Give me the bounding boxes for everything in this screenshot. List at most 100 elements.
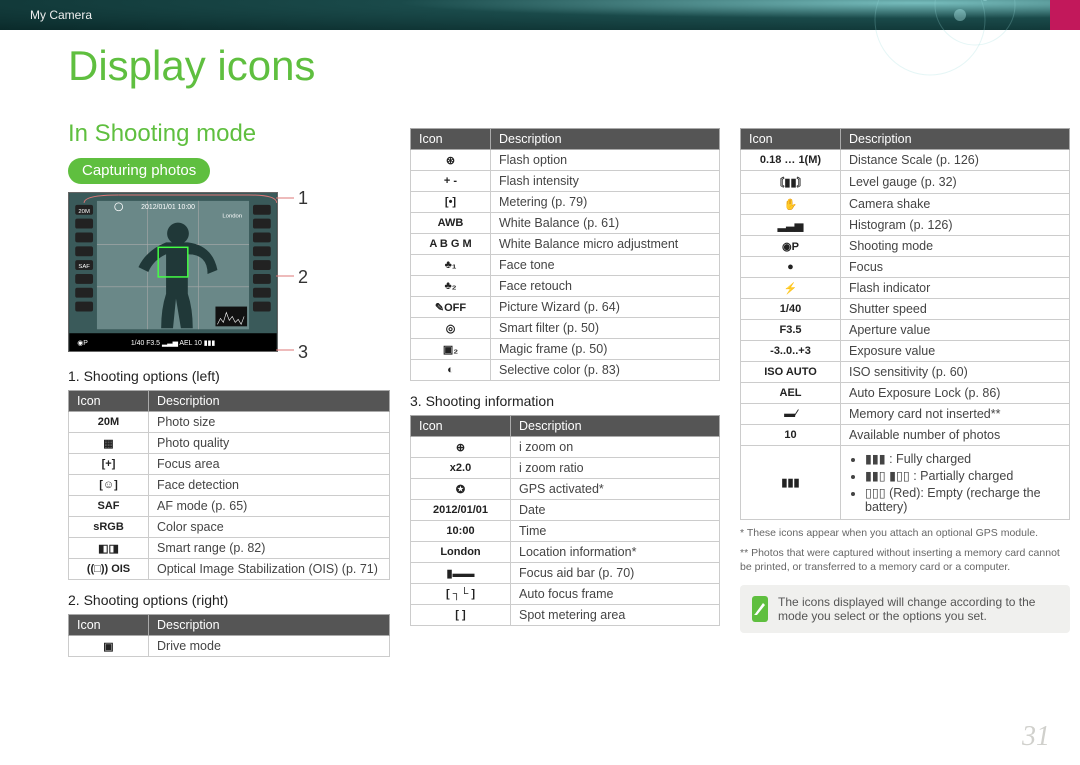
header-bar: My Camera	[0, 0, 1080, 30]
desc-cell: Face retouch	[491, 276, 720, 297]
table-shooting-options-left: Icon Description 20MPhoto size▦Photo qua…	[68, 390, 390, 580]
icon-cell: ISO AUTO	[741, 362, 841, 383]
table-row: [ ]Spot metering area	[411, 605, 720, 626]
table-row: 2012/01/01Date	[411, 500, 720, 521]
battery-desc-cell: ▮▮▮ : Fully charged▮▮▯ ▮▯▯ : Partially c…	[841, 446, 1070, 520]
table-row: ⚡Flash indicator	[741, 278, 1070, 299]
icon-cell: 10:00	[411, 521, 511, 542]
icon-cell: [•]	[411, 192, 491, 213]
table-row: [☺]Face detection	[69, 475, 390, 496]
th-icon: Icon	[69, 615, 149, 636]
table-row: ⊕i zoom on	[411, 437, 720, 458]
note-text: The icons displayed will change accordin…	[778, 595, 1058, 623]
sub-heading-2: 2. Shooting options (right)	[68, 592, 390, 608]
table-row: ▣Drive mode	[69, 636, 390, 657]
svg-text:1/40 F3.5 ▂▃▅ AEL 10 ▮▮▮: 1/40 F3.5 ▂▃▅ AEL 10 ▮▮▮	[131, 340, 215, 347]
table-row: 〘▮▮〙Level gauge (p. 32)	[741, 171, 1070, 194]
desc-cell: ISO sensitivity (p. 60)	[841, 362, 1070, 383]
table-row: AELAuto Exposure Lock (p. 86)	[741, 383, 1070, 404]
table-row: [•]Metering (p. 79)	[411, 192, 720, 213]
desc-cell: Flash indicator	[841, 278, 1070, 299]
desc-cell: Drive mode	[149, 636, 390, 657]
th-desc: Description	[511, 416, 720, 437]
desc-cell: Selective color (p. 83)	[491, 360, 720, 381]
icon-cell: ◐	[411, 360, 491, 381]
desc-cell: Available number of photos	[841, 425, 1070, 446]
svg-text:20M: 20M	[78, 209, 90, 215]
icon-cell: 0.18 … 1(M)	[741, 150, 841, 171]
page-number: 31	[1022, 721, 1050, 753]
icon-cell: ⊕	[411, 437, 511, 458]
table-row: F3.5Aperture value	[741, 320, 1070, 341]
desc-cell: Focus	[841, 257, 1070, 278]
note-icon	[752, 596, 768, 622]
table-row: 10:00Time	[411, 521, 720, 542]
icon-cell: SAF	[69, 496, 149, 517]
table-row: LondonLocation information*	[411, 542, 720, 563]
footnote-memory: ** Photos that were captured without ins…	[740, 546, 1070, 574]
icon-cell: x2.0	[411, 458, 511, 479]
th-desc: Description	[491, 129, 720, 150]
battery-icon-cell: ▮▮▮	[741, 446, 841, 520]
table-row: ((□)) OISOptical Image Stabilization (OI…	[69, 559, 390, 580]
th-desc: Description	[149, 615, 390, 636]
icon-cell: [☺]	[69, 475, 149, 496]
desc-cell: Face tone	[491, 255, 720, 276]
svg-text:2012/01/01 10:00: 2012/01/01 10:00	[141, 204, 195, 211]
battery-list-item: ▯▯▯ (Red): Empty (recharge the battery)	[865, 485, 1061, 514]
icon-cell: ⊛	[411, 150, 491, 171]
table-row: ⊛Flash option	[411, 150, 720, 171]
table-row: ▮▬▬Focus aid bar (p. 70)	[411, 563, 720, 584]
th-icon: Icon	[411, 416, 511, 437]
th-desc: Description	[841, 129, 1070, 150]
sub-heading-3: 3. Shooting information	[410, 393, 720, 409]
icon-cell: -3..0..+3	[741, 341, 841, 362]
table-row: ●Focus	[741, 257, 1070, 278]
battery-list-item: ▮▮▮ : Fully charged	[865, 451, 1061, 466]
desc-cell: Location information*	[511, 542, 720, 563]
icon-cell: ♣₁	[411, 255, 491, 276]
table-row: ISO AUTOISO sensitivity (p. 60)	[741, 362, 1070, 383]
icon-cell: [+]	[69, 454, 149, 475]
table-row: SAFAF mode (p. 65)	[69, 496, 390, 517]
table-row: ◎Smart filter (p. 50)	[411, 318, 720, 339]
desc-cell: Distance Scale (p. 126)	[841, 150, 1070, 171]
icon-cell: ●	[741, 257, 841, 278]
desc-cell: Photo quality	[149, 433, 390, 454]
desc-cell: White Balance micro adjustment	[491, 234, 720, 255]
table-row: 1/40Shutter speed	[741, 299, 1070, 320]
desc-cell: Date	[511, 500, 720, 521]
desc-cell: Smart range (p. 82)	[149, 538, 390, 559]
icon-cell: + -	[411, 171, 491, 192]
page-accent-tab	[1050, 0, 1080, 30]
desc-cell: Optical Image Stabilization (OIS) (p. 71…	[149, 559, 390, 580]
desc-cell: White Balance (p. 61)	[491, 213, 720, 234]
icon-cell: 2012/01/01	[411, 500, 511, 521]
icon-cell: ✪	[411, 479, 511, 500]
desc-cell: Camera shake	[841, 194, 1070, 215]
table-row: + -Flash intensity	[411, 171, 720, 192]
table-shooting-info-cont: Icon Description 0.18 … 1(M)Distance Sca…	[740, 128, 1070, 520]
desc-cell: Auto Exposure Lock (p. 86)	[841, 383, 1070, 404]
th-icon: Icon	[411, 129, 491, 150]
table-row: ▣₂Magic frame (p. 50)	[411, 339, 720, 360]
desc-cell: Shutter speed	[841, 299, 1070, 320]
icon-cell: [ ]	[411, 605, 511, 626]
desc-cell: Face detection	[149, 475, 390, 496]
desc-cell: Flash intensity	[491, 171, 720, 192]
table-row: ♣₁Face tone	[411, 255, 720, 276]
icon-cell: 20M	[69, 412, 149, 433]
table-row: ◉PShooting mode	[741, 236, 1070, 257]
breadcrumb: My Camera	[30, 8, 92, 22]
desc-cell: Auto focus frame	[511, 584, 720, 605]
icon-cell: ✋	[741, 194, 841, 215]
icon-cell: ✎OFF	[411, 297, 491, 318]
icon-cell: ▣₂	[411, 339, 491, 360]
callout-leaders	[276, 192, 296, 362]
desc-cell: Histogram (p. 126)	[841, 215, 1070, 236]
callout-1: 1	[298, 188, 308, 209]
desc-cell: AF mode (p. 65)	[149, 496, 390, 517]
table-row: ◧◨Smart range (p. 82)	[69, 538, 390, 559]
icon-cell: ▣	[69, 636, 149, 657]
desc-cell: Exposure value	[841, 341, 1070, 362]
